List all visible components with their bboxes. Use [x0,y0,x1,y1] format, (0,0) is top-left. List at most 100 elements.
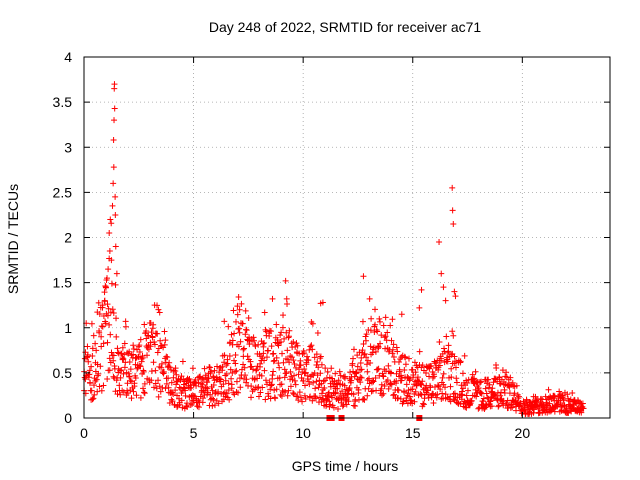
y-tick-label: 4 [64,49,72,65]
data-point [87,380,94,387]
y-tick-label: 3 [64,139,72,155]
data-point [302,395,309,402]
data-point [296,389,303,396]
data-point [172,365,179,372]
data-point [361,350,368,357]
data-point [463,404,470,411]
data-point [343,401,350,408]
data-point [441,345,448,352]
data-point [120,355,127,362]
data-point [204,385,211,392]
data-point [255,383,262,390]
data-point [287,383,294,390]
data-point [114,391,121,398]
data-point [388,337,395,344]
data-point [259,384,266,391]
data-point [416,304,423,311]
data-point [402,354,409,361]
data-point [457,358,464,365]
data-point [285,387,292,394]
data-point [132,375,139,382]
data-point [374,366,381,373]
data-point [390,354,397,361]
data-point [165,375,172,382]
data-point [156,309,163,316]
data-point [375,343,382,350]
data-point [105,266,112,273]
data-point [170,374,177,381]
data-point [545,386,552,393]
data-point [98,323,105,330]
data-point [252,343,259,350]
data-point [374,328,381,335]
data-point [233,318,240,325]
data-point [210,381,217,388]
data-point [310,379,317,386]
data-point [411,398,418,405]
data-point [350,355,357,362]
data-point [111,117,118,124]
data-point [385,362,392,369]
data-point [166,359,173,366]
data-point [558,407,565,414]
data-point [418,391,425,398]
data-point [302,369,309,376]
data-point [245,314,252,321]
data-point [345,398,352,405]
data-point [107,331,114,338]
data-point [284,392,291,399]
data-point [283,295,290,302]
data-point [127,366,134,373]
data-point [154,302,161,309]
data-point [232,368,239,375]
data-point [498,389,505,396]
data-point [271,387,278,394]
y-tick-label: 1 [64,320,72,336]
data-point [109,306,116,313]
data-point [462,404,469,411]
data-point [117,374,124,381]
data-point [501,390,508,397]
data-point [364,392,371,399]
data-point [450,220,457,227]
data-point [117,391,124,398]
data-point [396,368,403,375]
data-point [472,368,479,375]
data-point [394,348,401,355]
data-point [341,382,348,389]
data-point [356,349,363,356]
data-point [314,330,321,336]
data-point [321,385,328,392]
data-point [233,378,240,385]
data-point [450,390,457,397]
data-point [304,372,311,379]
data-point [137,394,144,401]
data-point [363,361,370,368]
data-point [300,349,307,356]
data-point [459,370,466,377]
data-point [352,402,359,409]
data-point [488,403,495,410]
data-point [96,329,103,336]
data-point [291,360,298,367]
data-point [104,312,111,319]
data-point [128,395,135,402]
data-point [347,369,354,376]
data-point [110,352,117,359]
data-point [136,362,143,369]
data-point [400,398,407,405]
data-point [313,351,320,358]
data-point [99,323,106,330]
data-point [422,369,429,376]
data-point [159,384,166,391]
data-point [503,369,510,376]
data-point [372,348,379,355]
data-point [253,366,260,373]
data-point [278,381,285,388]
data-point [104,376,111,383]
data-point [322,365,329,372]
data-point [358,374,365,381]
data-point [279,324,286,331]
data-point [451,288,458,295]
data-point [485,384,492,391]
